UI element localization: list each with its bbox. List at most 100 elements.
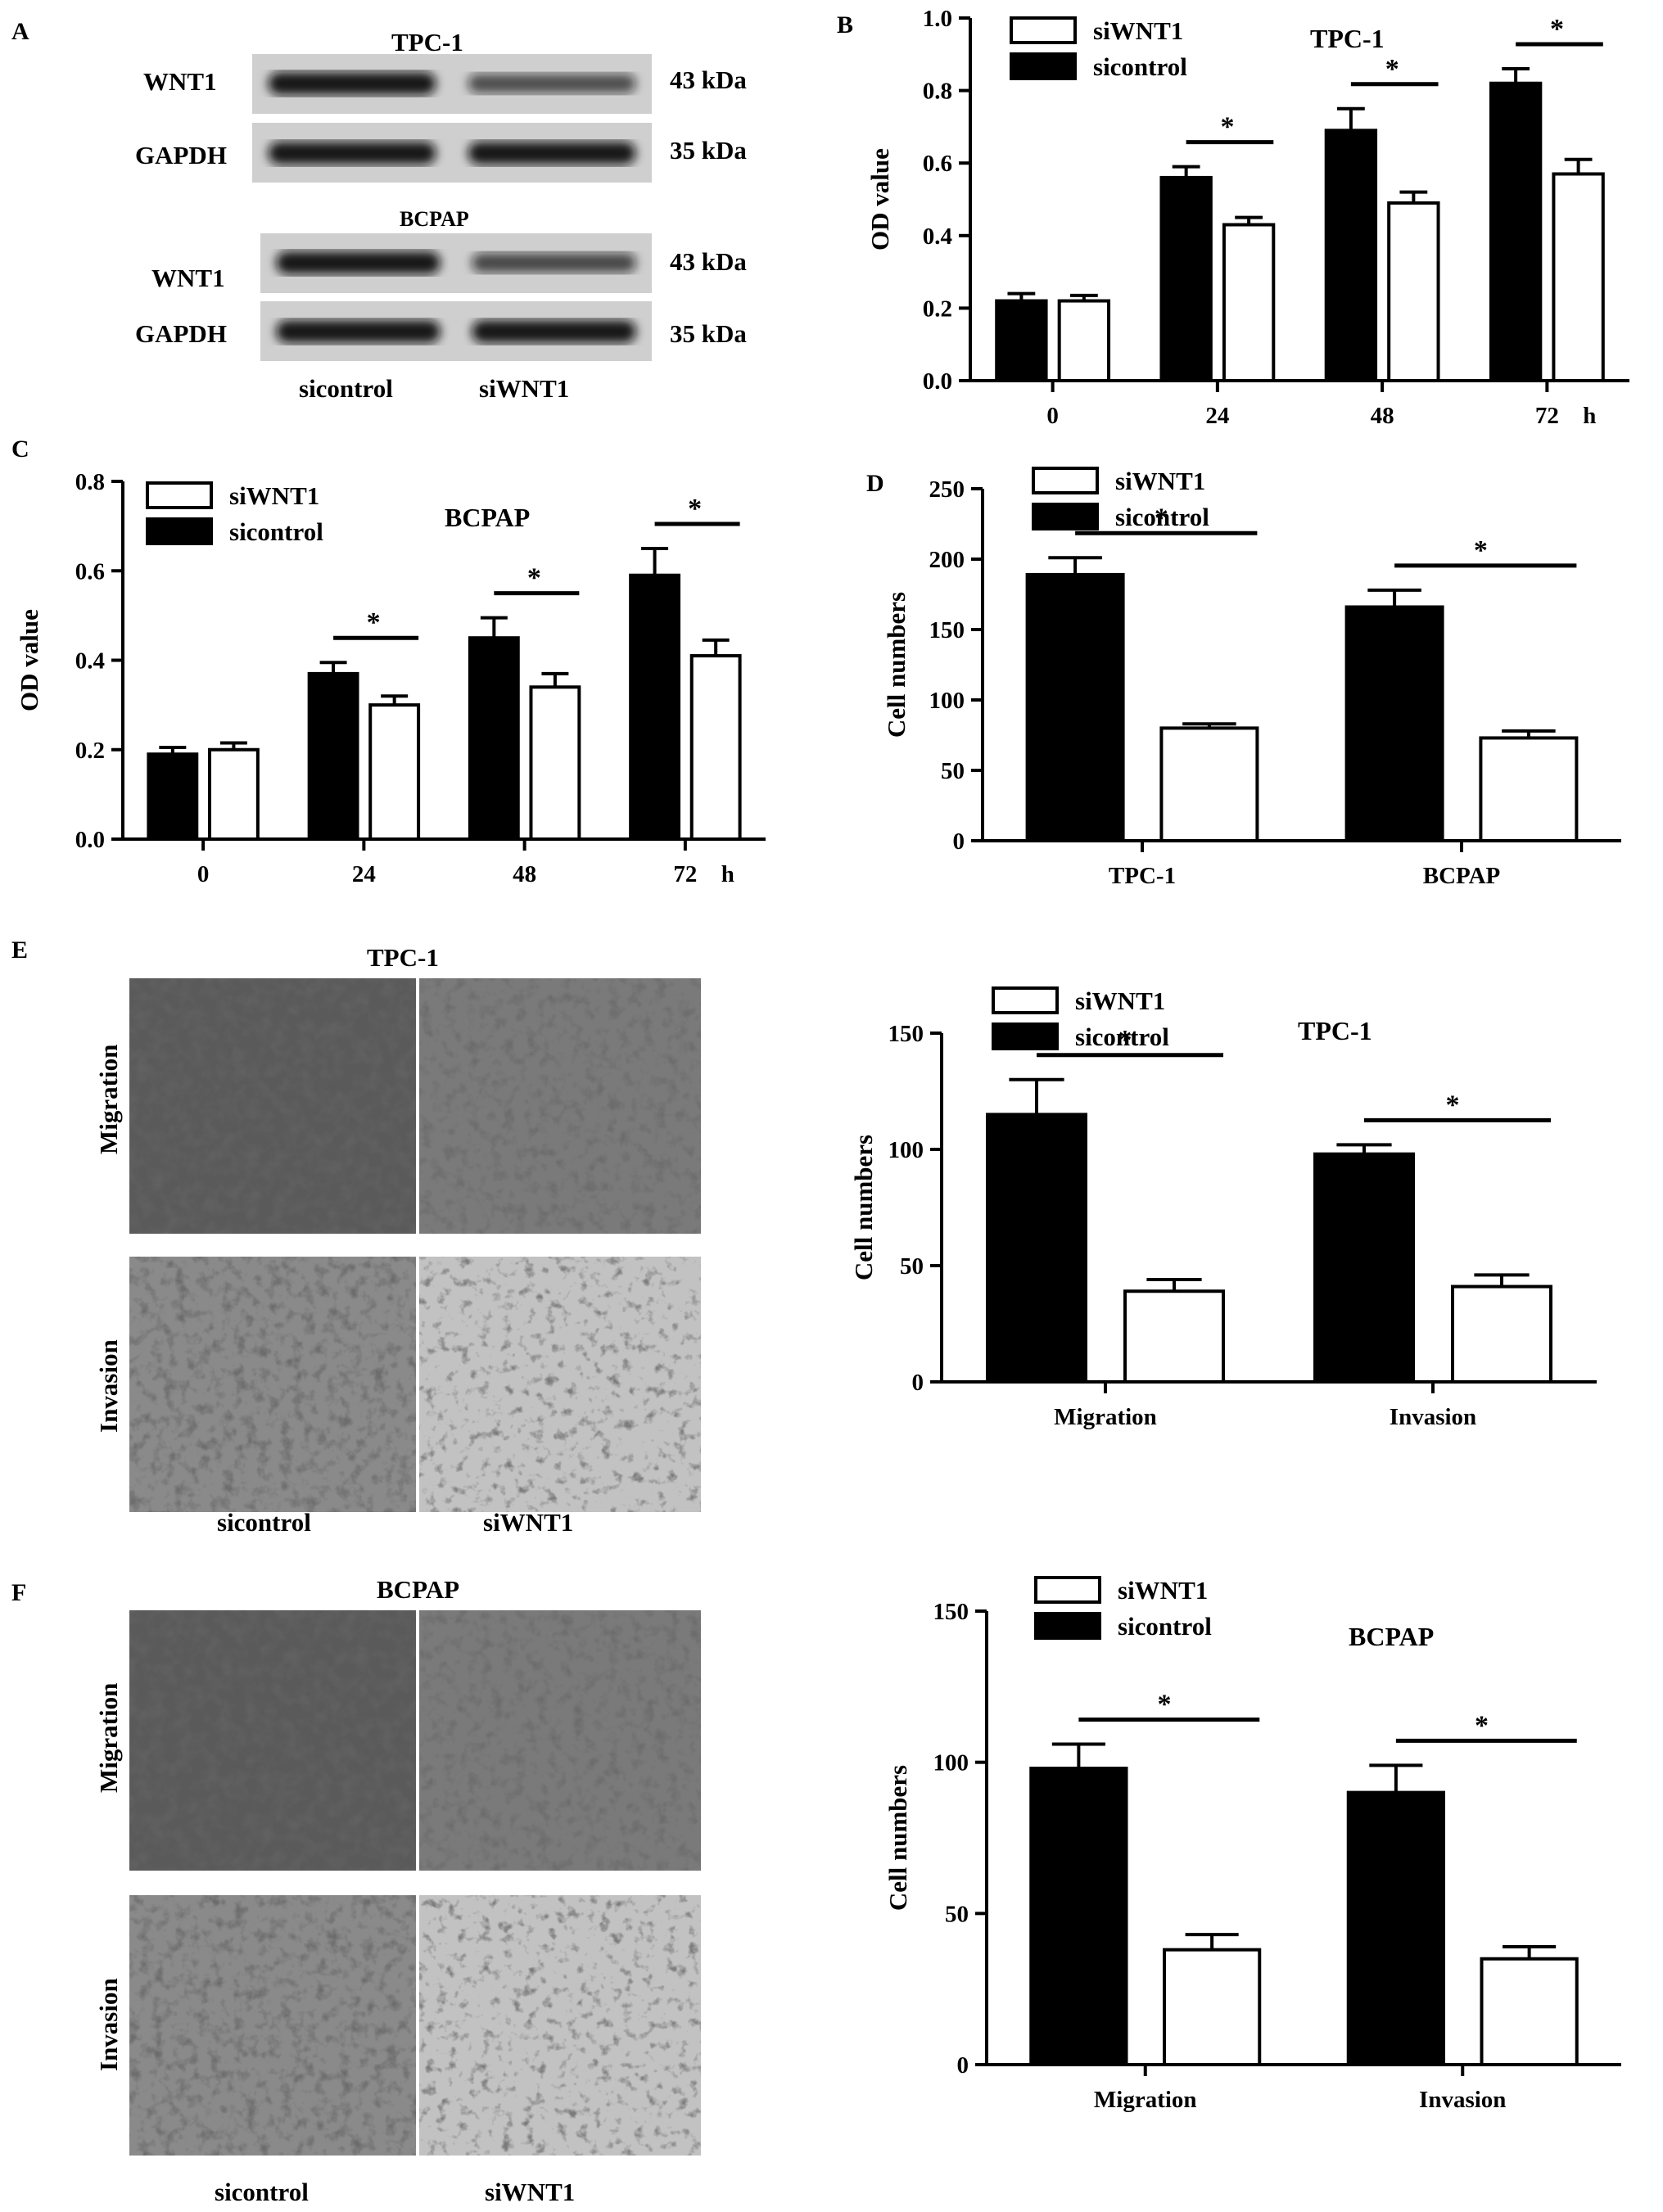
x-tick-label: 48 <box>513 861 536 887</box>
significance-star: * <box>1118 1025 1132 1055</box>
panel-letter-e: E <box>11 937 28 964</box>
bar-siWNT1 <box>1057 299 1111 383</box>
y-tick-label: 1.0 <box>923 6 952 32</box>
y-tick-label: 0.8 <box>75 469 105 495</box>
significance-star: * <box>1158 1690 1172 1720</box>
legend-label: siWNT1 <box>1115 467 1205 495</box>
lane-label-sicontrol: sicontrol <box>299 374 393 403</box>
bar-siWNT1 <box>529 685 581 842</box>
bar-sicontrol <box>1489 81 1543 383</box>
chart-c-bcpap-od: 0.0 0.2 0.4 0.6 0.8 OD value 0 24 * 48 * 72 h * siWNT1… <box>15 469 766 887</box>
x-unit-label: h <box>1583 403 1596 429</box>
bar-siWNT1 <box>689 654 742 841</box>
y-tick-label: 100 <box>929 688 965 714</box>
panel-f-micrographs: F BCPAP Migration Invasion sicontrol siW… <box>11 1575 701 2206</box>
y-axis-label: Cell numbers <box>883 1765 912 1911</box>
y-tick-label: 0.8 <box>923 79 952 105</box>
blot-label-gapdh: GAPDH <box>135 319 227 348</box>
legend-label: sicontrol <box>229 517 323 546</box>
x-tick-label: Invasion <box>1419 2087 1506 2113</box>
significance-star: * <box>1385 54 1399 84</box>
blot-band <box>472 320 636 343</box>
micrograph-texture <box>129 978 416 1234</box>
legend-swatch-sicontrol <box>1032 503 1099 530</box>
legend-label: sicontrol <box>1118 1612 1212 1641</box>
micrograph-col-label: siWNT1 <box>485 2178 575 2206</box>
panel-letter-f: F <box>11 1579 26 1606</box>
chart-b-tpc1-od: 0.0 0.2 0.4 0.6 0.8 1.0 OD value 0 24 * 48 * 72 h * siW… <box>865 6 1629 429</box>
chart-title: TPC-1 <box>1310 24 1385 53</box>
bar-siWNT1 <box>207 747 260 841</box>
legend-swatch-siWNT1 <box>992 986 1059 1014</box>
bar-siWNT1 <box>1479 736 1579 842</box>
legend-label: sicontrol <box>1075 1022 1169 1051</box>
significance-star: * <box>1446 1090 1460 1120</box>
bar-sicontrol <box>147 752 199 842</box>
kda-label: 43 kDa <box>670 247 747 276</box>
micrograph-texture <box>129 1895 416 2156</box>
micrograph-texture <box>419 978 701 1234</box>
blot-label-wnt1: WNT1 <box>151 264 225 292</box>
micrograph-texture <box>419 1257 701 1512</box>
micrograph-texture <box>129 1257 416 1512</box>
bar-sicontrol <box>468 636 520 841</box>
bar-sicontrol <box>1324 129 1378 383</box>
legend-label: sicontrol <box>1115 503 1209 531</box>
y-tick-label: 150 <box>929 617 965 643</box>
bar-sicontrol <box>1029 1767 1128 2066</box>
y-tick-label: 50 <box>941 758 965 784</box>
panel-letter-b: B <box>837 11 853 38</box>
bar-sicontrol <box>1025 572 1125 842</box>
micrograph-texture <box>129 1610 416 1871</box>
x-tick-label: BCPAP <box>1423 863 1501 889</box>
micrograph-title: TPC-1 <box>367 943 439 972</box>
y-tick-label: 50 <box>945 1901 969 1927</box>
y-axis-label: Cell numbers <box>882 592 911 738</box>
bar-siWNT1 <box>1451 1284 1552 1384</box>
chart-title: BCPAP <box>445 503 530 532</box>
significance-star: * <box>527 563 541 594</box>
bar-siWNT1 <box>368 703 421 841</box>
significance-star: * <box>1155 503 1168 533</box>
blot-title-tpc1: TPC-1 <box>391 28 463 56</box>
bar-sicontrol <box>995 299 1048 383</box>
kda-label: 35 kDa <box>670 319 747 348</box>
legend-swatch-sicontrol <box>1010 52 1077 80</box>
x-tick-label: Invasion <box>1390 1404 1476 1430</box>
y-tick-label: 0.0 <box>75 827 105 853</box>
y-tick-label: 0.6 <box>923 151 952 177</box>
bar-siWNT1 <box>1480 1957 1579 2067</box>
y-axis-label: OD value <box>15 609 43 711</box>
micrograph-row-label: Invasion <box>94 1339 123 1433</box>
blot-band <box>268 142 436 165</box>
blot-band <box>468 74 636 93</box>
bar-siWNT1 <box>1123 1289 1225 1384</box>
micrograph-row-label: Migration <box>94 1045 123 1154</box>
kda-label: 35 kDa <box>670 136 747 165</box>
micrograph-texture <box>419 1895 701 2156</box>
micrograph-title: BCPAP <box>377 1575 459 1604</box>
chart-title: BCPAP <box>1349 1622 1434 1651</box>
x-tick-label: TPC-1 <box>1109 863 1176 889</box>
bar-sicontrol <box>1344 605 1444 842</box>
kda-label: 43 kDa <box>670 65 747 94</box>
legend-swatch-sicontrol <box>1034 1612 1101 1640</box>
y-tick-label: 50 <box>900 1253 924 1280</box>
legend-label: siWNT1 <box>229 481 319 510</box>
legend-label: sicontrol <box>1093 52 1187 81</box>
x-unit-label: h <box>721 861 734 887</box>
legend-swatch-siWNT1 <box>1032 467 1099 494</box>
lane-label-siwnt1: siWNT1 <box>479 374 569 403</box>
legend-label: siWNT1 <box>1093 16 1183 45</box>
panel-letter-a: A <box>11 18 29 45</box>
x-tick-label: 0 <box>1046 403 1059 429</box>
legend-swatch-siWNT1 <box>146 481 213 509</box>
legend-swatch-siWNT1 <box>1034 1576 1101 1604</box>
y-tick-label: 0 <box>957 2052 969 2079</box>
legend-swatch-siWNT1 <box>1010 16 1077 44</box>
x-tick-label: 24 <box>1205 403 1229 429</box>
y-tick-label: 250 <box>929 476 965 503</box>
y-tick-label: 0.0 <box>923 368 952 395</box>
micrograph-col-label: siWNT1 <box>483 1508 573 1537</box>
micrograph-row-label: Migration <box>94 1683 123 1793</box>
